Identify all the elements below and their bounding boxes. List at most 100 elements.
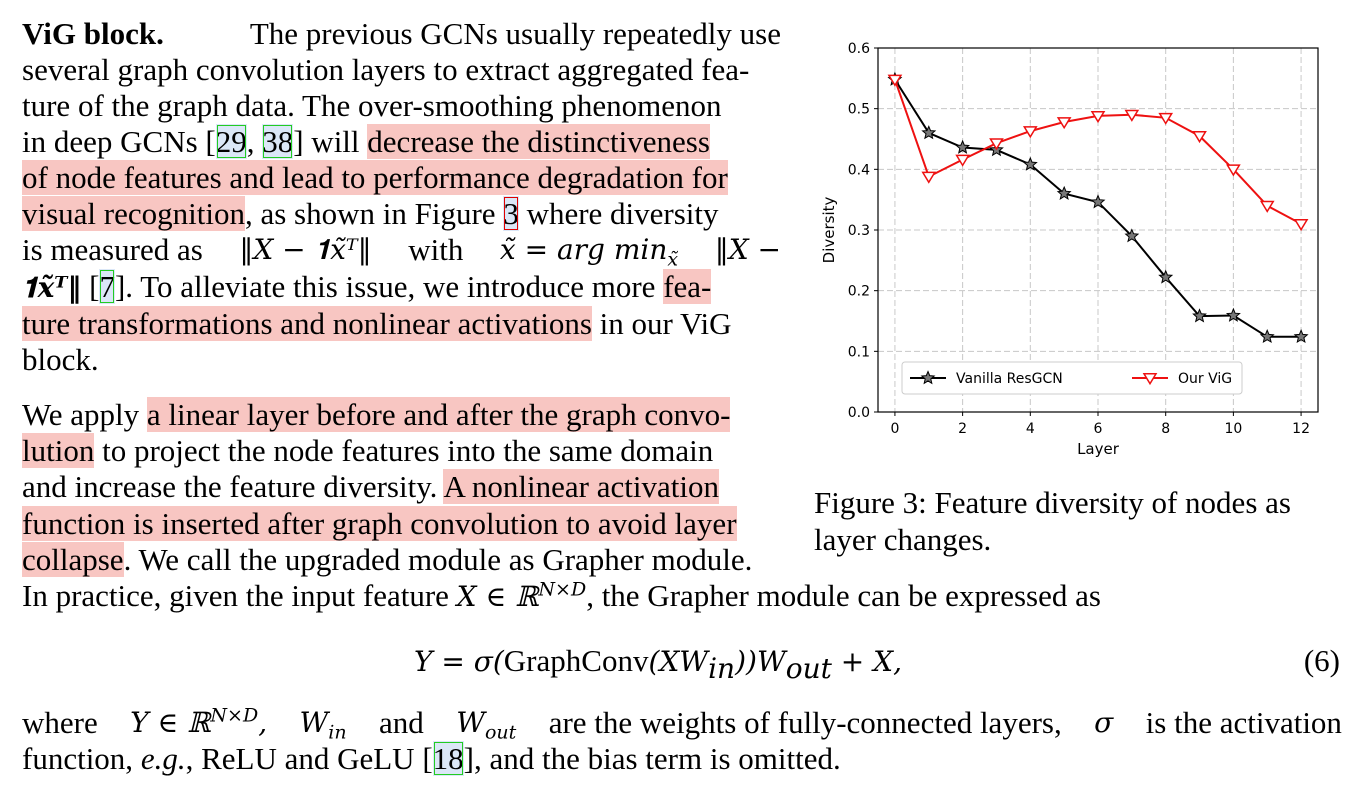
p2-text: In practice, given the input feature <box>22 578 449 613</box>
y-tick-label: 0.3 <box>848 223 870 239</box>
y-tick-label: 0.6 <box>848 41 870 57</box>
p1-text: with <box>408 232 464 267</box>
legend-marker <box>920 370 936 385</box>
p2-text: to project the node features into the sa… <box>102 433 714 468</box>
data-point-triangle <box>1226 164 1241 177</box>
data-point-triangle <box>921 171 937 184</box>
math-expression: Wout <box>456 706 517 744</box>
data-point-triangle <box>1293 218 1309 232</box>
p2-text: . We call the upgraded module as Grapher… <box>123 542 753 577</box>
highlight: A nonlinear activation <box>443 469 719 504</box>
p3-text: e.g. <box>140 741 186 776</box>
p1-line8: 𝟏x̃ᵀ‖ [7]. To alleviate this issue, we i… <box>22 269 712 306</box>
data-point-triangle <box>1158 112 1174 125</box>
equation-6: Y = σ(GraphConv(XWin))Wout + X, <box>414 643 902 686</box>
data-point-star <box>921 125 937 140</box>
p3-line1: where Y ∈ ℝN×D, Win and Wout are the wei… <box>22 704 1342 744</box>
data-point-star <box>1090 194 1106 209</box>
data-point-star <box>1225 307 1241 322</box>
data-point-star <box>1192 308 1207 323</box>
highlight: lution <box>22 433 95 468</box>
data-point-triangle <box>1022 126 1038 139</box>
p1-text: ]. To alleviate this issue, we introduce… <box>114 269 656 304</box>
equation-number: (6) <box>1303 643 1340 678</box>
p1-text: ] will <box>293 124 360 159</box>
legend-label: Our ViG <box>1178 371 1232 387</box>
p3-text: , ReLU and GeLU [ <box>185 741 433 776</box>
p1-line9: ture transformations and nonlinear activ… <box>22 306 732 342</box>
x-tick-label: 10 <box>1224 421 1242 437</box>
legend-marker <box>1142 373 1158 386</box>
p3-text: is the activation <box>1145 705 1342 740</box>
highlight: a linear layer before and after the grap… <box>146 397 731 432</box>
p1-line5: of node features and lead to performance… <box>22 160 728 196</box>
highlight: of node features and lead to performance… <box>22 160 728 195</box>
x-tick-label: 2 <box>958 421 967 437</box>
data-point-star <box>1158 269 1174 284</box>
p1-line7: is measured as ‖X − 𝟏x̃ᵀ‖ with x̃ = arg … <box>22 232 781 269</box>
citation-link[interactable]: 38 <box>262 124 294 159</box>
math-expression: X ∈ ℝN×D <box>456 578 587 613</box>
data-point-triangle <box>1192 131 1207 144</box>
diversity-line-chart: 0 2 4 6 8 10 12 0.0 0.1 0.2 0.3 0.4 0.5 0.6 Layer Diver… <box>820 41 1319 458</box>
math-expression: 𝟏x̃ᵀ‖ <box>22 271 82 304</box>
data-point-star <box>955 139 971 154</box>
math-expression: Y ∈ ℝN×D, <box>130 704 268 739</box>
y-tick-label: 0.5 <box>848 102 870 118</box>
data-point-star <box>1056 185 1072 200</box>
p2-text: and increase the feature diversity. <box>22 469 438 504</box>
p2-text: , the Grapher module can be expressed as <box>586 578 1101 613</box>
x-tick-label: 12 <box>1292 421 1310 437</box>
y-tick-label: 0.0 <box>848 405 870 421</box>
p2-line1: We apply a linear layer before and after… <box>22 397 731 433</box>
math-expression: ‖X − 𝟏x̃ᵀ‖ <box>239 233 372 266</box>
highlight: collapse <box>22 542 124 577</box>
legend-box <box>901 361 1243 395</box>
math-expression: Win <box>299 706 347 744</box>
citation-link[interactable]: 29 <box>215 124 247 159</box>
p1-line6: visual recognition, as shown in Figure 3… <box>22 196 719 232</box>
y-tick-label: 0.4 <box>848 162 870 178</box>
p1-text: [ <box>89 269 100 304</box>
p1-text: is measured as <box>22 232 203 267</box>
p1-text: in our ViG <box>599 306 732 341</box>
p1-line2: several graph convolution layers to extr… <box>22 52 750 87</box>
data-point-triangle <box>887 74 903 87</box>
x-tick-label: 8 <box>1161 421 1170 437</box>
highlight: function is inserted after graph convolu… <box>22 506 737 541</box>
p1-line1: ViG block. The previous GCNs usually rep… <box>22 16 781 52</box>
p2-line6: In practice, given the input feature X ∈… <box>22 578 1101 615</box>
x-tick-label: 0 <box>890 421 899 437</box>
p1-line4: in deep GCNs [29, 38] will decrease the … <box>22 124 710 160</box>
highlight: decrease the distinctiveness <box>367 124 710 159</box>
p3-line2: function, e.g., ReLU and GeLU [18], and … <box>22 741 841 777</box>
highlight: ture transformations and nonlinear activ… <box>22 306 592 341</box>
p3-text: function, <box>22 741 134 776</box>
x-tick-label: 4 <box>1026 421 1035 437</box>
citation-link[interactable]: 18 <box>432 741 464 776</box>
legend-label: Vanilla ResGCN <box>956 371 1063 387</box>
y-tick-label: 0.1 <box>848 344 870 360</box>
data-point-triangle <box>989 138 1004 151</box>
citation-link[interactable]: 7 <box>99 269 115 304</box>
data-point-triangle <box>1124 109 1140 122</box>
math-expression: σ <box>1094 706 1114 739</box>
p2-line5: collapse. We call the upgraded module as… <box>22 542 752 578</box>
data-point-triangle <box>955 154 970 167</box>
p1-line3: ture of the graph data. The over-smoothi… <box>22 88 722 123</box>
p1-line10: block. <box>22 342 99 377</box>
data-point-star <box>1293 328 1309 344</box>
p2-line2: lution to project the node features into… <box>22 433 713 469</box>
highlight: fea- <box>663 269 712 304</box>
data-point-star <box>1124 228 1140 243</box>
figure-caption: Figure 3: Feature diversity of nodes as … <box>814 485 1291 557</box>
data-point-triangle <box>1056 117 1072 130</box>
figure-link[interactable]: 3 <box>503 196 519 231</box>
data-point-star <box>1259 329 1275 344</box>
p3-text: where <box>22 705 98 740</box>
p3-text: ], and the bias term is omitted. <box>463 741 841 776</box>
y-tick-label: 0.2 <box>848 284 870 300</box>
paragraph-heading: ViG block. <box>22 16 164 51</box>
x-tick-label: 6 <box>1094 421 1103 437</box>
p3-text: are the weights of fully-connected layer… <box>548 705 1062 740</box>
